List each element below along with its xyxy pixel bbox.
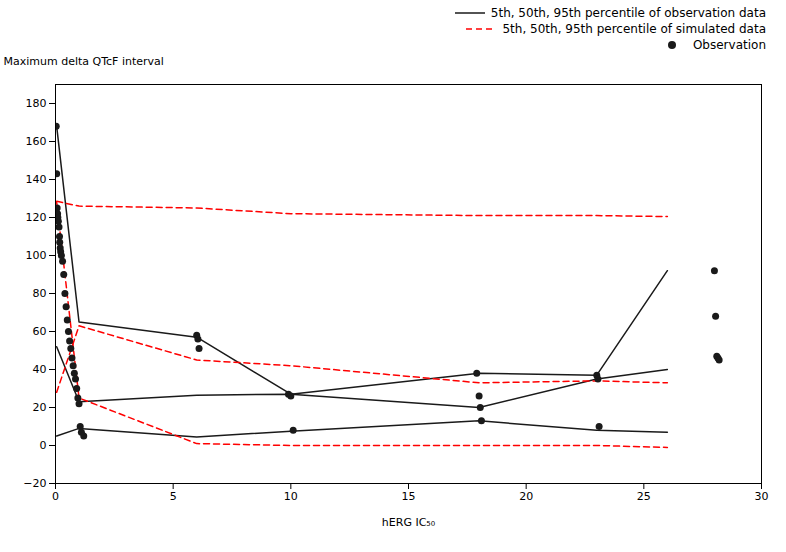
svg-text:20: 20 — [33, 401, 47, 414]
html-text:5th, 50th, 95th percentile of: 5th, 50th, 95th percentile of observatio… — [490, 6, 766, 20]
svg-text:10: 10 — [284, 490, 298, 503]
html-text:Observation: Observation — [692, 38, 766, 52]
svg-text:60: 60 — [33, 325, 47, 338]
svg-text:Maximum delta QTcF interval: Maximum delta QTcF interval — [4, 55, 164, 68]
svg-text:80: 80 — [33, 287, 47, 300]
svg-text:0: 0 — [52, 490, 59, 503]
html-text:5th, 50th, 95th percentile of: 5th, 50th, 95th percentile of simulated … — [502, 22, 766, 36]
svg-text:0: 0 — [40, 439, 47, 452]
svg-text:160: 160 — [26, 135, 47, 148]
svg-text:25: 25 — [637, 490, 651, 503]
svg-text:15: 15 — [402, 490, 416, 503]
svg-text:140: 140 — [26, 173, 47, 186]
svg-text:30: 30 — [755, 490, 769, 503]
svg-text:5: 5 — [170, 490, 177, 503]
svg-text:180: 180 — [26, 97, 47, 110]
svg-text:40: 40 — [33, 363, 47, 376]
svg-text:20: 20 — [519, 490, 533, 503]
svg-text:100: 100 — [26, 249, 47, 262]
svg-text:120: 120 — [26, 211, 47, 224]
svg-text:−20: −20 — [23, 477, 46, 490]
svg-text:hERG IC₅₀: hERG IC₅₀ — [382, 516, 436, 529]
